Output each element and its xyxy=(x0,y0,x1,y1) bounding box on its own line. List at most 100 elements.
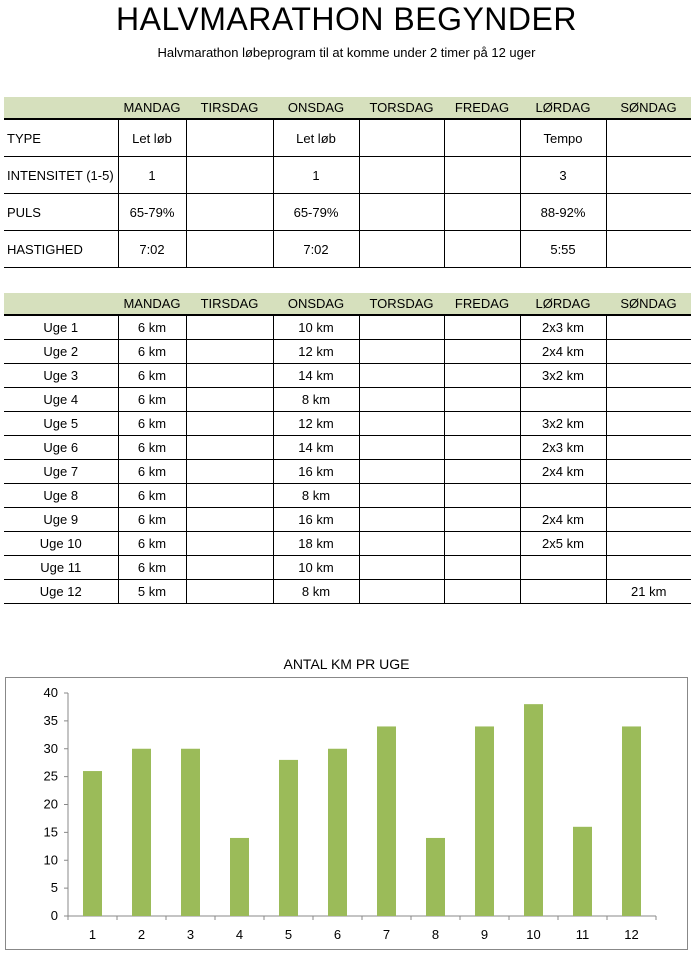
table-cell xyxy=(185,507,273,532)
table-cell xyxy=(358,314,444,340)
row-label: Uge 3 xyxy=(4,363,118,388)
table-cell xyxy=(185,118,273,157)
table-cell xyxy=(358,459,444,484)
table-cell xyxy=(185,555,273,580)
table-cell xyxy=(605,555,691,580)
bar-week-4 xyxy=(230,837,249,916)
day-header-0: MANDAG xyxy=(118,97,186,119)
row-label: INTENSITET (1-5) xyxy=(4,156,118,194)
table-cell: 2x4 km xyxy=(519,459,606,484)
bar-week-6 xyxy=(328,748,347,916)
row-label: Uge 10 xyxy=(4,531,118,556)
table-cell xyxy=(358,193,444,231)
weekly-plan-table: MANDAG TIRSDAG ONSDAG TORSDAG FREDAG LØRDAG SØ… xyxy=(4,293,691,604)
training-type-table: MANDAG TIRSDAG ONSDAG TORSDAG FREDAG LØRDAG SØ… xyxy=(4,97,691,268)
table-cell: Let løb xyxy=(272,118,359,157)
row-label: Uge 6 xyxy=(4,435,118,460)
row-label: Uge 5 xyxy=(4,411,118,436)
table-cell xyxy=(605,230,691,268)
table-cell: 2x4 km xyxy=(519,339,606,364)
table-cell: 2x4 km xyxy=(519,507,606,532)
table-cell xyxy=(358,230,444,268)
table-cell: 1 xyxy=(272,156,359,194)
table-cell: 8 km xyxy=(272,483,359,508)
table-cell xyxy=(185,339,273,364)
table-cell xyxy=(185,411,273,436)
table-cell: 65-79% xyxy=(117,193,186,231)
table-cell: 7:02 xyxy=(117,230,186,268)
table-cell: 14 km xyxy=(272,363,359,388)
x-tick-label: 6 xyxy=(334,927,341,942)
y-tick-label: 15 xyxy=(44,824,58,839)
x-tick-label: 7 xyxy=(383,927,390,942)
x-tick-label: 2 xyxy=(138,927,145,942)
table-cell: 8 km xyxy=(272,579,359,604)
table-cell: Tempo xyxy=(519,118,606,157)
header-corner xyxy=(4,293,118,315)
row-label: Uge 2 xyxy=(4,339,118,364)
table-cell: 5 km xyxy=(117,579,186,604)
table-cell xyxy=(443,507,520,532)
row-label: PULS xyxy=(4,193,118,231)
table-cell xyxy=(605,339,691,364)
table-cell xyxy=(358,507,444,532)
table-cell: 6 km xyxy=(117,555,186,580)
table-cell xyxy=(443,230,520,268)
table-cell: 3 xyxy=(519,156,606,194)
x-tick-label: 8 xyxy=(432,927,439,942)
table-row: PULS 65-79% 65-79% 88-92% xyxy=(4,193,691,231)
table-cell: 6 km xyxy=(117,339,186,364)
bar-week-1 xyxy=(83,771,102,916)
day-header-1: TIRSDAG xyxy=(186,293,273,315)
table-row: TYPE Let løb Let løb Tempo xyxy=(4,118,691,157)
table-cell xyxy=(185,156,273,194)
table-cell: 16 km xyxy=(272,507,359,532)
bar-week-9 xyxy=(475,726,494,916)
table-cell xyxy=(605,531,691,556)
table-cell xyxy=(519,483,606,508)
table-cell xyxy=(605,156,691,194)
row-label: Uge 9 xyxy=(4,507,118,532)
bar-week-8 xyxy=(426,837,445,916)
table-cell xyxy=(185,579,273,604)
bar-week-5 xyxy=(279,759,298,916)
row-label: Uge 12 xyxy=(4,579,118,604)
table-cell xyxy=(443,459,520,484)
table-cell: 6 km xyxy=(117,483,186,508)
table-cell: 16 km xyxy=(272,459,359,484)
table-row: HASTIGHED 7:02 7:02 5:55 xyxy=(4,230,691,268)
table-cell: 6 km xyxy=(117,459,186,484)
day-header-0: MANDAG xyxy=(118,293,186,315)
table-cell: 5:55 xyxy=(519,230,606,268)
table-cell: 18 km xyxy=(272,531,359,556)
header-corner xyxy=(4,97,118,119)
x-tick-label: 12 xyxy=(624,927,638,942)
x-tick-label: 1 xyxy=(89,927,96,942)
table-cell: 3x2 km xyxy=(519,411,606,436)
table-row: Uge 12 5 km 8 km 21 km xyxy=(4,579,691,604)
table-cell xyxy=(185,363,273,388)
bar-week-3 xyxy=(181,748,200,916)
day-header-1: TIRSDAG xyxy=(186,97,273,119)
y-tick-label: 40 xyxy=(44,685,58,700)
table-cell xyxy=(358,387,444,412)
day-header-6: SØNDAG xyxy=(606,97,691,119)
x-tick-label: 3 xyxy=(187,927,194,942)
row-label: HASTIGHED xyxy=(4,230,118,268)
day-header-6: SØNDAG xyxy=(606,293,691,315)
table-cell xyxy=(185,435,273,460)
table-cell xyxy=(443,363,520,388)
table-cell xyxy=(605,193,691,231)
y-tick-label: 0 xyxy=(51,908,58,923)
table-cell: 12 km xyxy=(272,411,359,436)
table-cell: 65-79% xyxy=(272,193,359,231)
table-cell xyxy=(443,193,520,231)
table-cell: 3x2 km xyxy=(519,363,606,388)
table-cell xyxy=(185,483,273,508)
table-cell xyxy=(519,579,606,604)
